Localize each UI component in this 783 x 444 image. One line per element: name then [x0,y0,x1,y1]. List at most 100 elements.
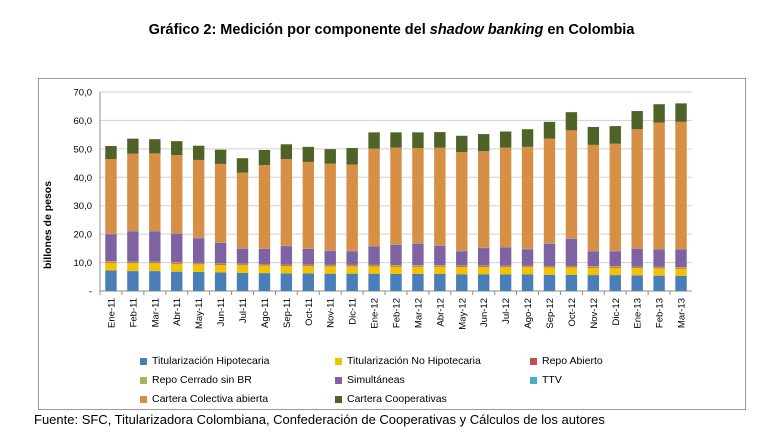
x-tick-label: Feb-11 [128,298,139,327]
bar-segment [499,266,512,268]
bar-segment [324,149,336,164]
bar-segment [609,275,621,291]
x-tick-label: Sep-11 [282,298,293,328]
legend-label: Cartera Cooperativas [347,393,447,405]
bar-segment [258,264,271,266]
bar-segment [675,249,687,268]
bar-segment [587,251,600,267]
bar-segment [324,163,336,251]
bar-segment [499,247,512,266]
bar-segment [368,132,380,149]
chart-title: Gráfico 2: Medición por componente del s… [0,22,783,38]
legend-swatch [140,357,147,365]
bar-segment [105,270,117,291]
legend-swatch [530,357,537,365]
bar-segment [302,264,314,266]
bar-segment [631,266,643,268]
x-tick-label: Jul-12 [501,298,512,324]
bar-segment [456,151,468,251]
x-tick-label: Dic-12 [611,298,622,325]
bar-segment [653,249,665,267]
bar-segment [478,266,490,275]
bar-segment [434,245,446,266]
bar-segment [302,273,314,291]
bar-segment [127,262,139,264]
legend-item: Repo Cerrado sin BR [140,374,252,386]
bar-segment [412,265,424,267]
bar-segment [368,266,380,274]
bar-segment [302,265,314,274]
bar-segment [456,265,468,267]
legend-label: Cartera Colectiva abierta [152,393,269,405]
bar-segment [368,148,380,247]
legend-swatch [140,395,147,403]
bar-segment [543,121,556,139]
bar-segment [346,273,358,291]
bar-segment [302,161,314,249]
bar-segment [192,145,205,160]
bar-segment [127,263,139,272]
bar-segment [653,268,665,276]
bar-segment [631,275,643,291]
bar-segment [565,266,578,268]
bar-segment [434,265,446,267]
bar-segment [609,251,621,267]
bar-segment [192,159,205,238]
bar-segment [565,265,578,267]
legend-item: Simultáneas [335,374,405,386]
bar-segment [478,151,490,248]
bar-segment [675,267,687,268]
bar-segment [302,146,314,162]
bar-segment [258,265,271,274]
bar-segment [631,267,643,268]
bar-segment [236,248,249,264]
bar-segment [609,126,621,144]
bar-segment [434,266,446,274]
x-tick-label: Ene-12 [370,298,381,329]
bar-segment [171,263,183,272]
bar-segment [390,147,402,245]
bar-segment [346,265,358,267]
x-tick-label: Sep-12 [545,298,556,329]
bar-segment [127,231,139,262]
bar-segment [587,126,600,145]
legend-item: Titularización No Hipotecaria [335,355,481,367]
bar-segment [192,263,205,265]
bar-segment [214,263,227,265]
bar-segment [368,264,380,266]
bar-segment [412,148,424,244]
bar-segment [149,261,161,263]
bar-segment [149,231,161,262]
bar-segment [390,132,402,148]
bar-segment [302,248,314,265]
bar-segment [499,267,512,275]
bar-segment [521,265,534,267]
legend-label: Repo Cerrado sin BR [152,374,252,386]
bar-segment [456,135,468,152]
bar-segment [587,266,600,268]
bar-segment [236,263,249,265]
bar-segment [478,274,490,291]
bar-segment [390,266,402,274]
bar-segment [675,103,687,122]
chart-title-suffix: en Colombia [543,22,635,38]
y-tick-label: 20,0 [74,230,93,241]
legend-label: TTV [542,374,562,386]
legend-item: Cartera Cooperativas [335,393,447,405]
bar-segment [105,261,117,263]
bar-segment [258,273,271,291]
bar-segment [478,265,490,266]
y-tick-label: 50,0 [74,144,93,155]
bar-segment [280,265,293,266]
x-tick-label: Ene-11 [106,298,117,328]
x-tick-label: Oct-11 [304,298,315,326]
source-note: Fuente: SFC, Titularizadora Colombiana, … [34,412,605,427]
bar-segment [280,265,293,274]
bar-segment [499,147,512,248]
bar-segment [280,264,293,266]
bar-segment [214,163,227,243]
bar-segment [631,267,643,276]
bar-segment [192,271,205,291]
bar-segment [368,246,380,265]
